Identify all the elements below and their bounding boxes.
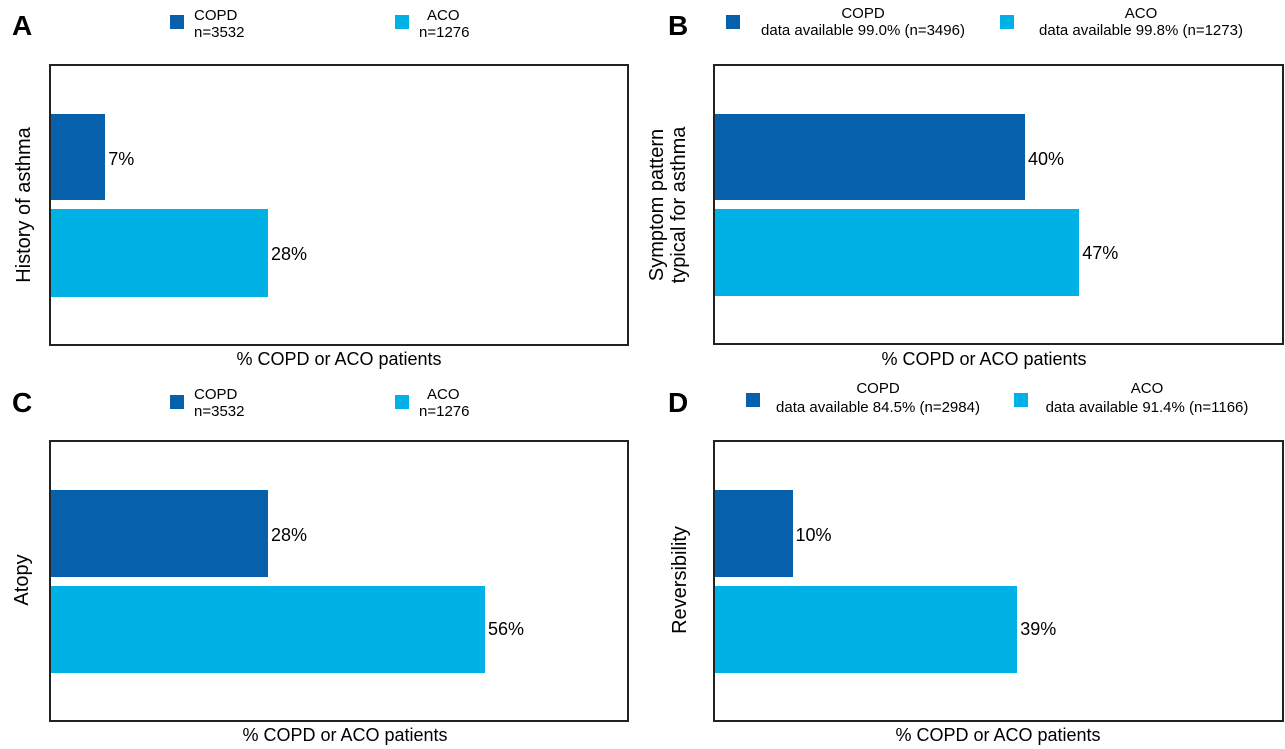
bar-label-copd: 40% (1028, 149, 1065, 169)
y-axis-label: Atopy (11, 554, 33, 606)
legend-detail: n=1276 (419, 403, 470, 420)
legend-detail: data available 84.5% (n=2984) (776, 399, 980, 416)
plot-area: 10% 39% (713, 440, 1284, 722)
legend-swatch-aco (1014, 393, 1028, 407)
y-axis-label: Reversibility (669, 526, 691, 634)
legend-label: ACO (427, 7, 460, 24)
legend-swatch-aco (1000, 15, 1014, 29)
x-axis-label: % COPD or ACO patients (881, 349, 1087, 369)
legend-detail: data available 91.4% (n=1166) (1045, 399, 1249, 416)
legend-detail: data available 99.0% (n=3496) (761, 22, 965, 39)
bar-copd (51, 490, 268, 577)
legend-detail: data available 99.8% (n=1273) (1039, 22, 1243, 39)
bar-label-aco: 39% (1020, 619, 1057, 639)
bar-label-aco: 56% (488, 619, 525, 639)
legend-swatch-aco (395, 395, 409, 409)
panel-c: C COPD n=3532 ACO n=1276 Atopy 28% 56% %… (0, 375, 642, 749)
bar-label-aco: 28% (271, 244, 308, 264)
panel-b: B COPD data available 99.0% (n=3496) ACO… (642, 0, 1284, 374)
legend-label: COPD (841, 5, 885, 22)
bar-label-copd: 28% (271, 525, 308, 545)
x-axis-label: % COPD or ACO patients (236, 349, 442, 369)
legend-label: ACO (427, 386, 460, 403)
y-axis-label-line-1: Symptom pattern (646, 128, 668, 282)
panel-letter: C (12, 387, 33, 418)
panel-letter: D (668, 387, 689, 418)
x-axis-label: % COPD or ACO patients (242, 725, 448, 745)
legend-detail: n=3532 (194, 403, 245, 420)
plot-area: 7% 28% (49, 64, 629, 346)
bar-copd (715, 114, 1025, 200)
legend-swatch-copd (170, 15, 184, 29)
legend-label: COPD (194, 386, 238, 403)
legend-label: ACO (1130, 380, 1164, 397)
bar-aco (715, 586, 1018, 673)
plot-area: 40% 47% (713, 64, 1284, 345)
x-axis-label: % COPD or ACO patients (895, 725, 1101, 745)
legend-label: COPD (856, 380, 900, 397)
legend-label: ACO (1124, 5, 1158, 22)
legend-detail: n=3532 (194, 24, 245, 41)
bar-copd (51, 114, 106, 200)
panel-letter: A (12, 10, 33, 41)
y-axis-label: History of asthma (13, 127, 35, 283)
bar-aco (715, 209, 1080, 296)
bar-aco (51, 209, 268, 297)
y-axis-label: Symptom pattern typical for asthma (646, 127, 690, 284)
panel-d: D COPD data available 84.5% (n=2984) ACO… (642, 375, 1284, 749)
legend-label: COPD (194, 7, 238, 24)
bar-label-aco: 47% (1082, 243, 1119, 263)
legend-swatch-copd (726, 15, 740, 29)
bar-aco (51, 586, 485, 673)
legend-swatch-copd (170, 395, 184, 409)
panel-letter: B (668, 10, 689, 41)
bar-label-copd: 7% (108, 149, 135, 169)
legend-detail: n=1276 (419, 24, 470, 41)
legend-swatch-copd (746, 393, 760, 407)
plot-area: 28% 56% (49, 440, 629, 722)
panel-a: A COPD n=3532 ACO n=1276 History of asth… (0, 0, 642, 374)
bar-label-copd: 10% (795, 525, 832, 545)
y-axis-label-line-2: typical for asthma (668, 126, 690, 284)
legend-swatch-aco (395, 15, 409, 29)
bar-copd (715, 490, 793, 577)
